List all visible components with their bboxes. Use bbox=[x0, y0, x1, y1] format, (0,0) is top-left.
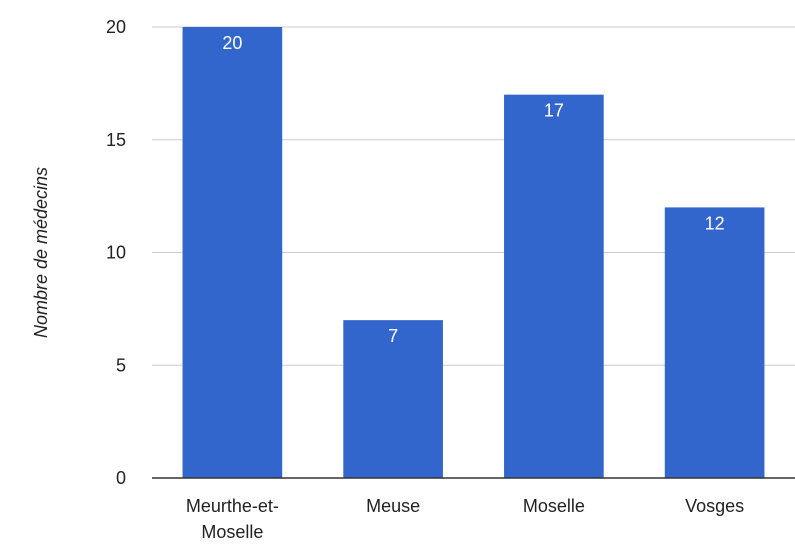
bar bbox=[504, 94, 604, 479]
x-category-label: Meurthe-et- bbox=[186, 496, 279, 516]
data-label: 17 bbox=[544, 101, 564, 121]
data-label: 7 bbox=[388, 326, 398, 346]
data-labels: 20 7 17 12 bbox=[222, 33, 724, 346]
data-label: 12 bbox=[705, 213, 725, 233]
x-category-labels: Meurthe-et- Moselle Meuse Moselle Vosges bbox=[186, 496, 744, 542]
x-category-label: Meuse bbox=[366, 496, 420, 516]
y-tick-label: 15 bbox=[106, 130, 126, 150]
bars bbox=[182, 27, 765, 479]
bar bbox=[664, 207, 765, 478]
bar bbox=[343, 320, 443, 478]
y-tick-label: 0 bbox=[116, 468, 126, 488]
y-tick-label: 5 bbox=[116, 355, 126, 375]
y-tick-label: 10 bbox=[106, 243, 126, 263]
bar bbox=[182, 27, 283, 478]
x-category-label: Moselle bbox=[201, 522, 263, 542]
x-category-label: Vosges bbox=[685, 496, 744, 516]
y-tick-label: 20 bbox=[106, 17, 126, 37]
y-axis-label: Nombre de médecins bbox=[31, 167, 51, 338]
data-label: 20 bbox=[222, 33, 242, 53]
x-category-label: Moselle bbox=[523, 496, 585, 516]
y-tick-labels: 0 5 10 15 20 bbox=[106, 17, 126, 488]
